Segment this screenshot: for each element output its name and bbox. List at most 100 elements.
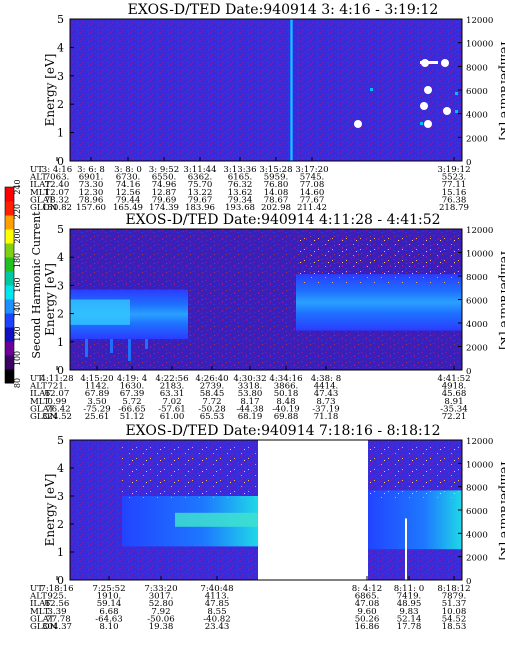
table-cell: 1142. bbox=[85, 382, 110, 392]
table-cell: 157.60 bbox=[76, 203, 106, 213]
table-cell: 79.69 bbox=[152, 195, 177, 205]
table-cell: 721. bbox=[47, 382, 66, 392]
table-cell: -77.78 bbox=[43, 614, 71, 624]
table-cell: 12.30 bbox=[79, 188, 104, 198]
table-cell: 79.44 bbox=[116, 195, 141, 205]
table-row-label: ILAT bbox=[30, 389, 51, 399]
table-cell: 3: 4:16 bbox=[42, 165, 72, 175]
table-cell: 13.62 bbox=[228, 188, 253, 198]
table-cell: 77.08 bbox=[300, 180, 325, 190]
table-cell: 7:40:48 bbox=[200, 584, 233, 594]
table-cell: 925. bbox=[47, 592, 66, 602]
y2-tick-label: 10000 bbox=[466, 250, 493, 260]
y2-axis-label: Temperature [K] bbox=[498, 249, 505, 350]
table-cell: -40.19 bbox=[272, 404, 300, 414]
table-cell: 8:11: 0 bbox=[394, 584, 424, 594]
table-cell: 17.78 bbox=[397, 622, 422, 632]
table-cell: 6362. bbox=[188, 173, 213, 183]
table-cell: 54.52 bbox=[442, 614, 467, 624]
table-cell: 8.73 bbox=[316, 397, 335, 407]
table-cell: 51.37 bbox=[442, 599, 467, 609]
table-cell: 0.99 bbox=[47, 397, 66, 407]
table-cell: 5523. bbox=[442, 173, 467, 183]
table-cell: 10.08 bbox=[442, 607, 467, 617]
table-row-label: ALT bbox=[29, 382, 47, 392]
table-cell: 3866. bbox=[274, 382, 299, 392]
table-cell: -75.29 bbox=[83, 404, 111, 414]
colorbar-segment bbox=[5, 215, 14, 230]
y2-tick-label: 6000 bbox=[466, 507, 488, 517]
table-cell: 4113. bbox=[205, 592, 230, 602]
table-cell: 76.32 bbox=[228, 180, 253, 190]
table-cell: 13.22 bbox=[188, 188, 213, 198]
table-cell: 6.68 bbox=[99, 607, 118, 617]
table-cell: 4:19: 4 bbox=[117, 374, 148, 384]
table-row-label: GLAT bbox=[30, 614, 54, 624]
table-cell: 4:11:28 bbox=[40, 374, 73, 384]
table-cell: 8.10 bbox=[99, 622, 118, 632]
panel-1: EXOS-D/TED Date:940914 3: 4:16 - 3:19:12… bbox=[29, 2, 505, 213]
table-cell: 52.80 bbox=[149, 599, 174, 609]
table-row-label: MLT bbox=[30, 607, 50, 617]
table-cell: 67.39 bbox=[120, 389, 145, 399]
table-cell: 15.16 bbox=[442, 188, 467, 198]
table-cell: 79.34 bbox=[228, 195, 253, 205]
colorbar-tick-label: 160 bbox=[13, 277, 22, 292]
table-cell: -50.28 bbox=[198, 404, 226, 414]
y-tick-label: 2 bbox=[57, 308, 64, 321]
table-cell: 74.16 bbox=[116, 180, 141, 190]
colorbar-tick-label: 240 bbox=[13, 179, 22, 194]
colorbar-segment bbox=[5, 243, 14, 258]
speckle bbox=[120, 445, 258, 500]
colorbar-segment bbox=[5, 341, 14, 356]
table-cell: 1630. bbox=[120, 382, 145, 392]
table-cell: 50.18 bbox=[274, 389, 299, 399]
table-cell: 5.72 bbox=[122, 397, 141, 407]
table-cell: 3:11:44 bbox=[183, 165, 217, 175]
y2-tick-label: 2000 bbox=[466, 344, 488, 354]
table-cell: 193.68 bbox=[225, 203, 255, 213]
table-cell: 58.45 bbox=[200, 389, 225, 399]
cyan-spot bbox=[455, 110, 458, 113]
table-row-label: UT bbox=[30, 165, 43, 175]
colorbar-tick-label: 120 bbox=[13, 326, 22, 341]
table-cell: 76.80 bbox=[264, 180, 289, 190]
table-cell: 48.95 bbox=[397, 599, 422, 609]
table-cell: 25.61 bbox=[85, 412, 110, 422]
table-cell: -57.61 bbox=[158, 404, 186, 414]
table-cell: 45.68 bbox=[442, 389, 467, 399]
table-cell: 19.38 bbox=[149, 622, 174, 632]
table-cell: 3: 8: 0 bbox=[114, 165, 142, 175]
y2-tick-label: 8000 bbox=[466, 273, 488, 283]
table-cell: 12.56 bbox=[116, 188, 141, 198]
y-tick-label: 1 bbox=[57, 336, 64, 349]
table-cell: 7:25:52 bbox=[92, 584, 125, 594]
table-cell: 14.08 bbox=[264, 188, 289, 198]
table-cell: 63.31 bbox=[160, 389, 185, 399]
y2-tick-label: 12000 bbox=[466, 16, 493, 26]
table-cell: 218.79 bbox=[439, 203, 469, 213]
y2-tick-label: 12000 bbox=[466, 226, 493, 236]
y2-tick-label: 2000 bbox=[466, 134, 488, 144]
table-cell: 3.39 bbox=[47, 607, 66, 617]
y2-tick-label: 4000 bbox=[466, 111, 488, 121]
table-cell: 47.08 bbox=[355, 599, 380, 609]
y-tick-label: 5 bbox=[57, 13, 64, 26]
y-tick-label: 4 bbox=[57, 251, 64, 264]
table-cell: 8.91 bbox=[444, 397, 463, 407]
table-cell: 65.53 bbox=[200, 412, 225, 422]
table-row-label: GLON bbox=[30, 622, 58, 632]
table-cell: 78.67 bbox=[264, 195, 289, 205]
table-cell: 3.50 bbox=[87, 397, 106, 407]
table-cell: 14.60 bbox=[300, 188, 325, 198]
table-cell: 3:13:36 bbox=[223, 165, 256, 175]
table-cell: 12.87 bbox=[152, 188, 177, 198]
table-cell: 77.11 bbox=[442, 180, 467, 190]
speckle bbox=[300, 234, 462, 284]
table-cell: 7.02 bbox=[162, 397, 181, 407]
colorbar-segment bbox=[5, 285, 14, 300]
colorbar-segment bbox=[5, 257, 14, 272]
y-axis-label: Energy [eV] bbox=[43, 263, 57, 336]
saturated-spot bbox=[424, 120, 432, 128]
table-row-label: GLAT bbox=[30, 404, 54, 414]
